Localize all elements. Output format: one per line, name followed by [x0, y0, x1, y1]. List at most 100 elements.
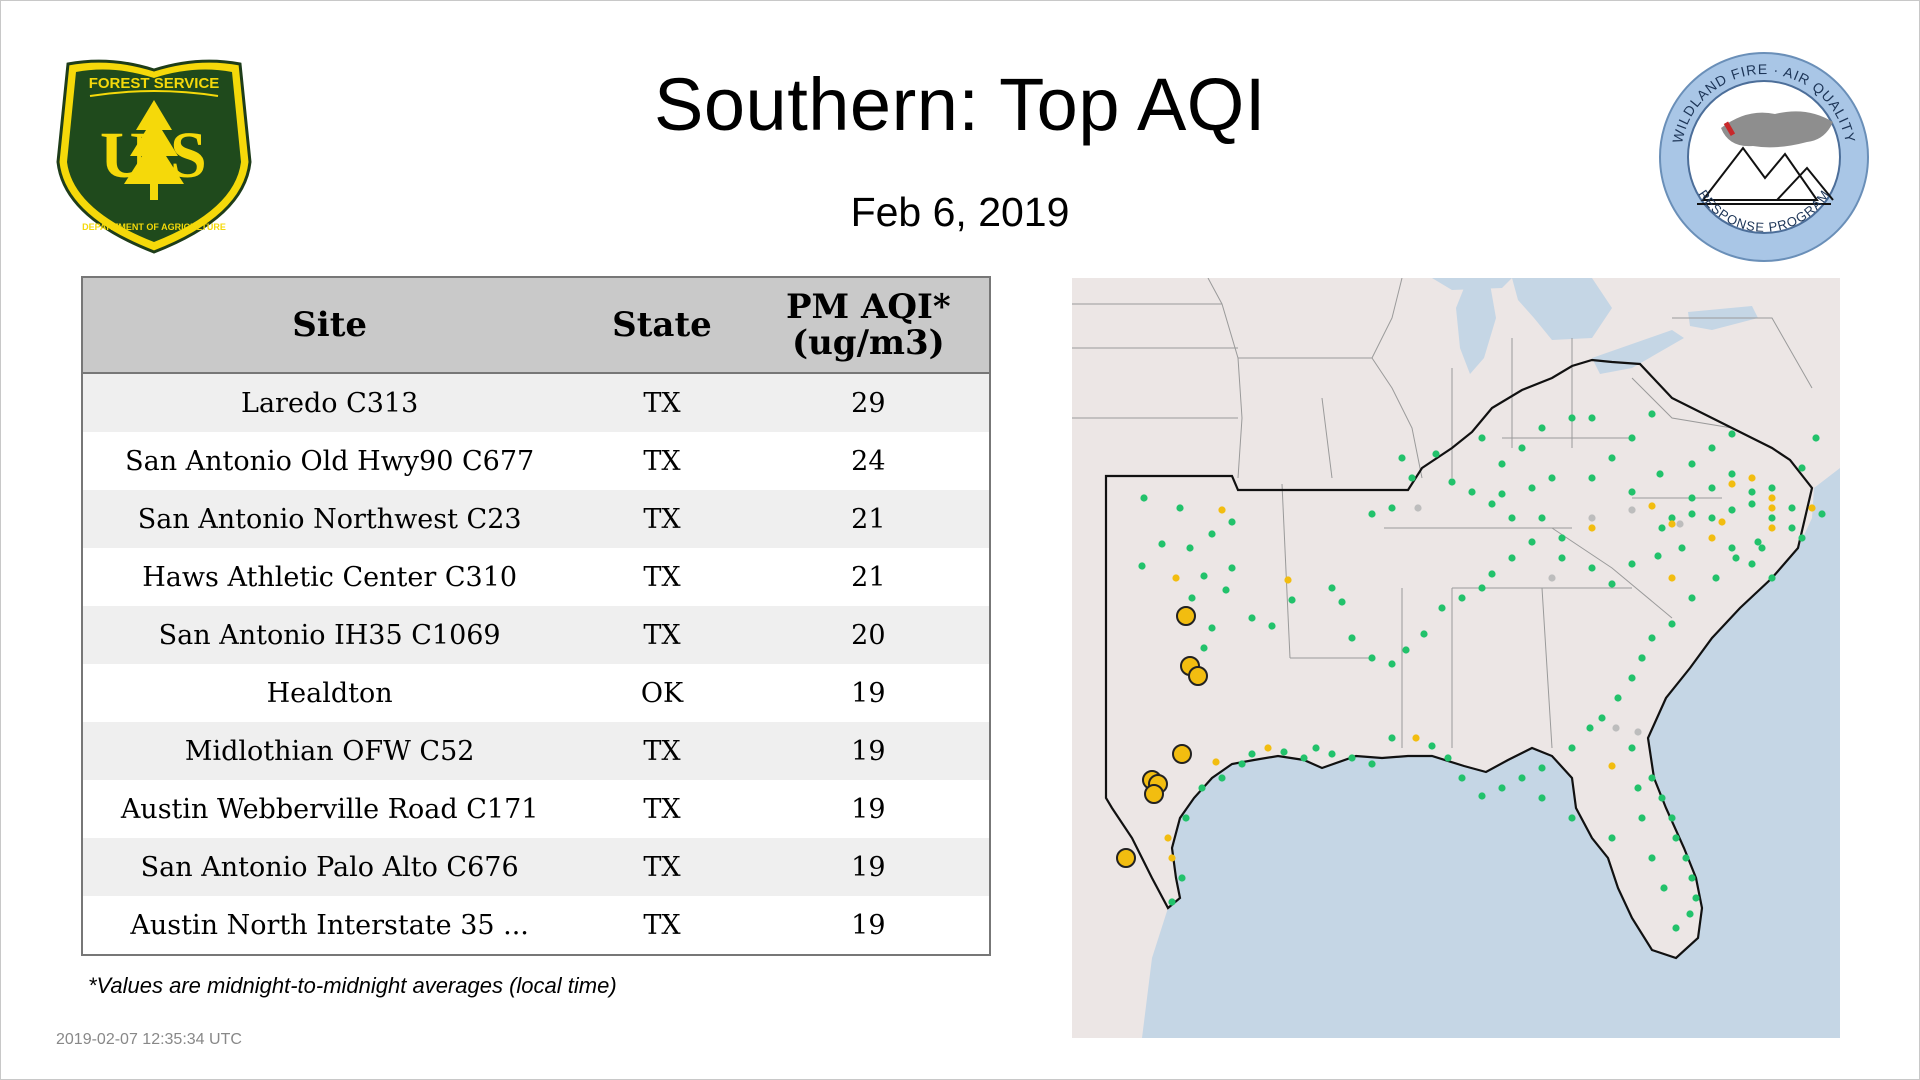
cell-site: Laredo C313	[82, 373, 577, 432]
cell-aqi: 19	[747, 896, 990, 955]
cell-site: Healdton	[82, 664, 577, 722]
site-marker	[1598, 714, 1606, 722]
site-marker	[1300, 754, 1308, 762]
site-marker	[1528, 484, 1536, 492]
site-marker	[1638, 814, 1646, 822]
table-row: Austin Webberville Road C171 TX 19	[82, 780, 990, 838]
map-lake-michigan	[1456, 278, 1496, 374]
site-marker	[1368, 510, 1376, 518]
site-marker	[1538, 424, 1546, 432]
site-marker	[1348, 754, 1356, 762]
site-marker	[1648, 634, 1656, 642]
site-marker	[1768, 504, 1776, 512]
site-marker	[1328, 584, 1336, 592]
site-marker	[1634, 784, 1642, 792]
site-marker	[1488, 500, 1496, 508]
forest-service-logo: FOREST SERVICE U S DEPARTMENT OF AGRICUL…	[56, 59, 252, 254]
site-marker	[1268, 622, 1276, 630]
site-marker	[1478, 792, 1486, 800]
map-mexico	[1072, 798, 1168, 1038]
site-marker	[1808, 504, 1816, 512]
site-marker	[1198, 784, 1206, 792]
site-marker	[1312, 744, 1320, 752]
cell-state: TX	[576, 780, 748, 838]
site-marker	[1712, 574, 1720, 582]
site-marker	[1638, 654, 1646, 662]
table-row: Midlothian OFW C52 TX 19	[82, 722, 990, 780]
site-marker	[1692, 894, 1700, 902]
map-state-borders	[1072, 278, 1813, 749]
site-marker	[1586, 724, 1594, 732]
cell-aqi: 21	[747, 548, 990, 606]
site-marker	[1498, 460, 1506, 468]
site-marker	[1568, 814, 1576, 822]
site-marker	[1538, 794, 1546, 802]
site-marker	[1186, 544, 1194, 552]
site-marker	[1432, 450, 1440, 458]
header-aqi-line2: (ug/m3)	[791, 323, 945, 363]
site-marker	[1388, 660, 1396, 668]
header-aqi-line1: PM AQI*	[785, 287, 951, 327]
site-marker	[1168, 898, 1176, 906]
site-marker	[1798, 534, 1806, 542]
cell-aqi: 21	[747, 490, 990, 548]
site-marker	[1658, 794, 1666, 802]
site-marker	[1478, 434, 1486, 442]
report-date: Feb 6, 2019	[850, 189, 1070, 235]
site-marker	[1614, 694, 1622, 702]
site-marker	[1208, 624, 1216, 632]
site-marker	[1688, 510, 1696, 518]
site-marker	[1528, 538, 1536, 546]
wildland-fire-logo: WILDLAND FIRE · AIR QUALITY RESPONSE PRO…	[1659, 52, 1869, 262]
site-marker	[1264, 744, 1272, 752]
table-row: Austin North Interstate 35 ... TX 19	[82, 896, 990, 955]
site-marker	[1628, 674, 1636, 682]
site-marker	[1164, 834, 1172, 842]
site-marker	[1648, 410, 1656, 418]
site-marker	[1588, 564, 1596, 572]
cell-state: TX	[576, 490, 748, 548]
site-marker	[1798, 464, 1806, 472]
cell-state: TX	[576, 432, 748, 490]
site-marker	[1628, 506, 1636, 514]
site-marker	[1676, 520, 1684, 528]
site-marker	[1280, 748, 1288, 756]
site-marker	[1728, 480, 1736, 488]
site-marker	[1402, 646, 1410, 654]
site-marker	[1768, 574, 1776, 582]
site-marker	[1768, 524, 1776, 532]
site-marker	[1812, 434, 1820, 442]
site-marker	[1728, 506, 1736, 514]
site-marker	[1478, 584, 1486, 592]
top-site-marker	[1116, 848, 1136, 868]
cell-site: San Antonio Northwest C23	[82, 490, 577, 548]
site-marker	[1508, 554, 1516, 562]
header-state: State	[576, 277, 748, 374]
cell-site: Austin Webberville Road C171	[82, 780, 577, 838]
site-marker	[1668, 574, 1676, 582]
table-row: Laredo C313 TX 29	[82, 373, 990, 432]
cell-state: TX	[576, 548, 748, 606]
site-marker	[1688, 460, 1696, 468]
site-marker	[1608, 834, 1616, 842]
forest-service-bottom-text: DEPARTMENT OF AGRICULTURE	[82, 222, 226, 232]
site-marker	[1728, 544, 1736, 552]
cell-state: TX	[576, 606, 748, 664]
site-marker	[1708, 484, 1716, 492]
site-marker	[1398, 454, 1406, 462]
site-marker	[1648, 854, 1656, 862]
site-marker	[1612, 724, 1620, 732]
site-marker	[1288, 596, 1296, 604]
site-marker	[1158, 540, 1166, 548]
site-marker	[1634, 728, 1642, 736]
site-marker	[1368, 654, 1376, 662]
site-marker	[1672, 834, 1680, 842]
cell-aqi: 24	[747, 432, 990, 490]
site-marker	[1238, 760, 1246, 768]
site-marker	[1768, 484, 1776, 492]
cell-site: Haws Athletic Center C310	[82, 548, 577, 606]
site-marker	[1708, 444, 1716, 452]
site-marker	[1284, 576, 1292, 584]
cell-site: Austin North Interstate 35 ...	[82, 896, 577, 955]
cell-state: TX	[576, 838, 748, 896]
